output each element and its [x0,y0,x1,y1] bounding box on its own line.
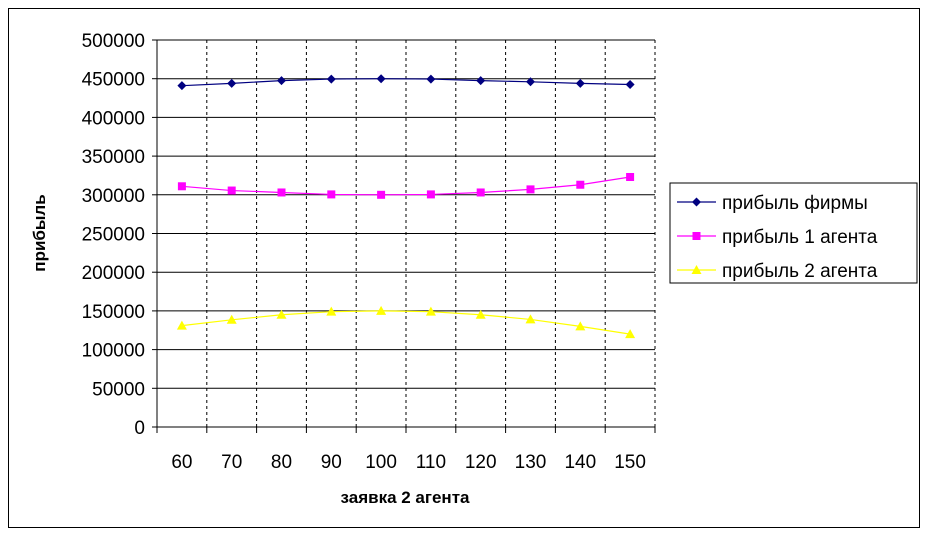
x-tick-label: 90 [321,452,342,473]
y-axis-title: прибыль [30,194,49,271]
diamond-marker [526,77,535,87]
diamond-marker [625,80,635,90]
series-line [181,176,631,196]
x-tick-label: 130 [515,452,547,473]
x-tick-label: 60 [171,452,192,473]
triangle-marker [425,306,436,316]
triangle-marker [176,320,187,330]
axes [152,39,656,433]
legend-label: прибыль фирмы [722,193,868,214]
series-3 [176,305,636,339]
y-tick-label: 450000 [82,70,145,91]
square-marker [692,232,701,240]
diamond-marker [426,74,436,84]
legend-item: прибыль 1 агента [677,227,878,248]
triangle-marker [276,309,287,319]
series [176,74,636,339]
y-tick-labels: 0 50000 100000 150000 200000 250000 300000 3500… [82,31,145,439]
triangle-marker [691,265,702,274]
y-tick-label: 100000 [82,341,145,362]
x-tick-label: 110 [416,452,446,473]
series-2 [177,172,635,199]
diamond-marker [575,78,585,88]
triangle-marker [326,306,337,316]
x-axis-title: заявка 2 агента [341,488,470,507]
triangle-marker [475,309,486,319]
diamond-marker [177,81,187,91]
x-tick-label: 70 [221,452,242,473]
x-tick-label: 150 [614,452,646,473]
square-marker [277,188,286,197]
triangle-marker [575,321,586,331]
diamond-marker [227,78,237,88]
x-tick-label: 140 [564,452,596,473]
y-tick-label: 500000 [82,31,145,52]
legend-item: прибыль 2 агента [677,261,878,282]
y-tick-label: 200000 [82,263,145,284]
diamond-marker [376,74,386,84]
y-tick-label: 0 [134,418,145,439]
square-marker [327,190,336,199]
y-tick-label: 250000 [82,225,145,246]
triangle-marker [625,329,636,339]
triangle-marker [226,314,237,324]
legend-box [669,182,918,284]
y-tick-label: 400000 [82,108,145,129]
square-marker [526,185,535,194]
diamond-marker [692,197,701,207]
legend-item: прибыль фирмы [677,193,868,214]
y-tick-label: 50000 [92,379,145,400]
series-1 [177,74,635,91]
square-marker [626,172,635,181]
square-marker [377,190,386,199]
series-line [181,78,631,87]
square-marker [426,190,435,199]
diamond-marker [476,76,486,86]
legend: прибыль фирмы прибыль 1 агента прибыль 2 а… [669,182,918,284]
x-tick-label: 120 [465,452,497,473]
square-marker [476,188,485,197]
triangle-marker [525,314,536,324]
diamond-marker [277,76,286,86]
y-tick-label: 150000 [82,302,145,323]
legend-label: прибыль 2 агента [722,261,878,282]
y-tick-label: 300000 [82,186,145,207]
diamond-marker [326,74,336,84]
legend-label: прибыль 1 агента [722,227,878,248]
square-marker [177,182,186,191]
x-tick-label: 100 [365,452,397,473]
grid [157,39,656,427]
square-marker [227,186,236,195]
square-marker [576,180,585,189]
x-tick-label: 80 [271,452,292,473]
triangle-marker [376,305,387,315]
series-line [181,310,631,335]
x-tick-labels: 60 70 80 90 100 110 120 130 140 150 [171,452,646,473]
y-tick-label: 350000 [82,147,145,168]
